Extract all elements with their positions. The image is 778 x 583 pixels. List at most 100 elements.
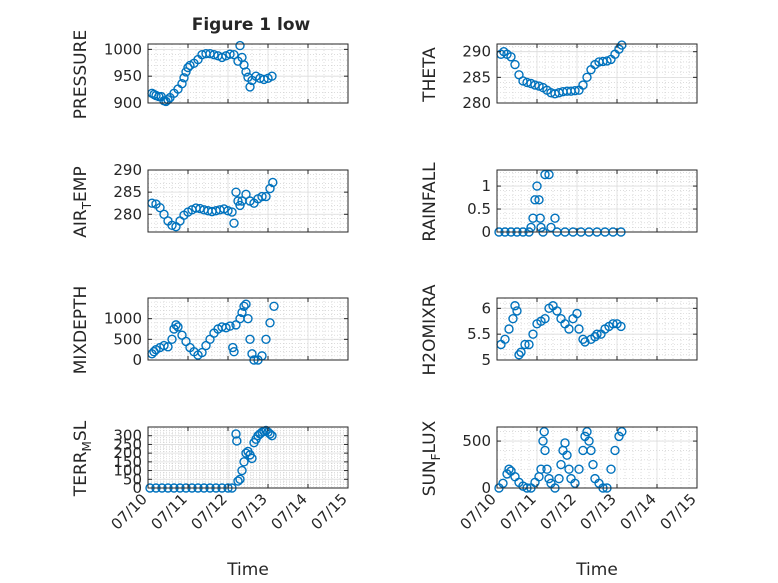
x-tick-label: 07/11 [148,490,191,533]
data-series [496,301,626,360]
y-tick-label: 280 [113,205,142,223]
x-tick-label: 07/15 [308,490,351,533]
data-point [544,169,554,180]
subplot-4: 0 0.5 1 RAINFALL [420,162,698,242]
data-point [544,473,554,484]
data-point [257,191,267,202]
y-tick-label: 0 [132,351,142,369]
data-point [235,40,245,51]
data-point [582,72,592,83]
data-point [588,459,598,470]
data-point [261,191,271,202]
x-tick-label: 07/14 [268,490,311,533]
y-tick-label: 0.5 [467,200,491,218]
axes-box [496,426,698,489]
data-point [570,478,580,489]
y-tick-label: 6 [481,299,491,317]
data-point [512,306,522,316]
data-series [147,299,279,365]
x-tick-label: 07/10 [457,490,500,533]
x-tick-label: 07/15 [657,490,700,533]
data-point [574,324,584,334]
subplot-6: 5 5.5 6 H2OMIXRA [420,284,698,376]
data-point [564,464,574,474]
data-point [570,85,580,96]
data-point [522,77,532,88]
data-point [606,464,616,474]
y-tick-label: 500 [113,330,142,348]
data-point [229,218,239,228]
data-point [540,169,550,180]
data-point [209,50,219,60]
data-point [163,95,173,105]
y-tick-label: 285 [113,183,142,201]
data-point [510,301,520,311]
data-point [530,80,540,90]
data-point [269,301,279,311]
y-axis-label: THETA [420,47,440,103]
data-point [510,59,520,70]
data-point [584,436,594,446]
data-point [239,457,249,467]
data-point [167,220,177,231]
y-tick-label: 1000 [104,310,142,328]
data-point [504,324,514,334]
data-point [268,177,278,188]
data-point [528,213,538,223]
data-point [267,71,277,81]
x-tick-label: 07/14 [617,490,660,533]
data-point [556,459,566,470]
data-point [159,340,169,351]
y-tick-label: 100 [113,462,142,480]
data-point [614,431,624,442]
y-tick-label: 5.5 [467,325,491,343]
data-point [229,347,239,357]
data-point [610,445,620,456]
data-point [580,337,590,347]
data-point [504,464,514,474]
data-point [552,306,562,316]
y-tick-label: 5 [481,351,491,369]
data-point [167,334,177,345]
y-tick-label: 200 [113,444,142,462]
y-axis-label: MIXDEPTH [71,286,91,375]
y-tick-label: 1 [481,177,491,195]
data-point [542,464,552,474]
plot-area [497,427,697,488]
data-point [536,222,546,233]
data-point [554,473,564,484]
plot-area [497,44,697,103]
data-point [516,347,526,357]
data-point [534,195,544,205]
y-tick-label: 280 [462,94,491,112]
data-point [562,450,572,460]
data-point [520,339,530,350]
data-point [241,299,251,309]
data-point [245,82,255,92]
data-point [617,426,627,437]
axes-box [496,43,698,104]
y-tick-label: 290 [113,161,142,179]
data-point [237,307,247,318]
subplot-2: 280 285 290 THETA [420,40,698,112]
y-tick-label: 290 [462,43,491,61]
data-point [536,464,546,474]
data-point [183,62,193,73]
data-point [586,445,596,456]
data-point [535,213,545,223]
data-point [616,321,626,332]
axes-box [496,297,698,361]
data-point [508,313,518,324]
data-point [528,329,538,339]
data-point [617,40,627,50]
data-point [540,445,550,456]
data-point [538,436,548,446]
axes-box [147,169,349,233]
x-tick-label: 07/13 [577,490,620,533]
y-axis-label: H2OMIXRA [420,284,440,375]
data-point [265,429,275,439]
x-tick-label: 07/11 [497,490,540,533]
figure-title: Figure 1 low [192,15,311,35]
data-point [241,67,251,77]
